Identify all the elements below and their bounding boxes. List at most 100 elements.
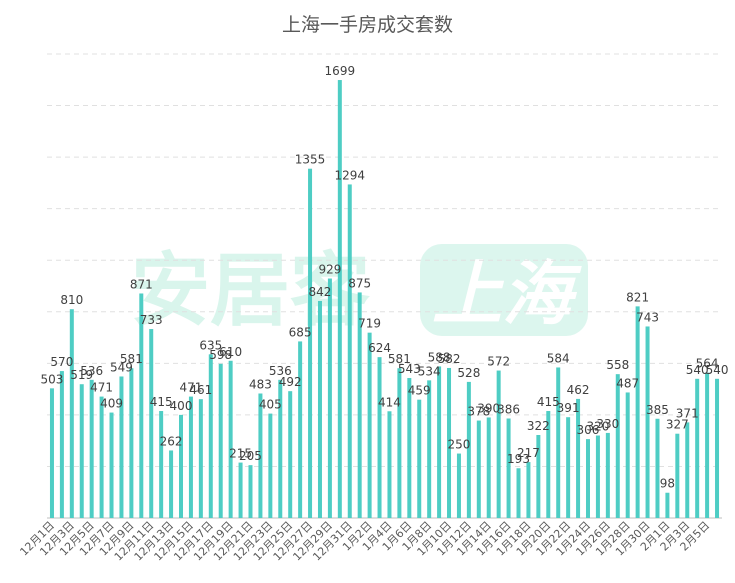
bar-12月4日 <box>79 384 84 518</box>
data-label-1月13日: 378 <box>467 405 490 419</box>
data-label-12月18日: 598 <box>209 348 232 362</box>
bar-12月20日 <box>238 462 243 518</box>
bar-1月12日 <box>466 381 471 518</box>
data-label-1月18日: 217 <box>517 446 540 460</box>
bar-1月19日 <box>536 434 541 518</box>
bar-12月21日 <box>248 465 253 518</box>
data-label-1月20日: 415 <box>537 395 560 409</box>
data-label-1月8日: 534 <box>418 364 441 378</box>
data-label-1月9日: 588 <box>428 350 451 364</box>
data-label-1月17日: 193 <box>507 452 530 466</box>
bar-12月12日 <box>159 411 164 518</box>
data-label-1月16日: 386 <box>497 402 520 416</box>
bar-1月1日 <box>357 292 362 518</box>
bar-12月14日 <box>179 414 184 518</box>
bar-2月2日 <box>675 433 680 518</box>
data-label-1月11日: 250 <box>447 438 470 452</box>
bar-1月13日 <box>476 420 481 518</box>
data-label-12月14日: 400 <box>170 399 193 413</box>
bar-2月5日 <box>705 372 710 518</box>
bar-12月5日 <box>89 379 94 518</box>
bar-1月16日 <box>506 418 511 518</box>
data-label-1月30日: 743 <box>636 310 659 324</box>
bar-12月15日 <box>188 396 193 518</box>
bar-12月9日 <box>129 368 134 518</box>
data-label-12月19日: 610 <box>219 345 242 359</box>
bar-1月28日 <box>625 392 630 518</box>
data-label-12月17日: 635 <box>199 338 222 352</box>
data-label-12月9日: 581 <box>120 352 143 366</box>
bar-1月24日 <box>585 439 590 518</box>
data-label-2月5日: 564 <box>696 357 719 371</box>
bar-12月8日 <box>119 376 124 518</box>
bar-1月15日 <box>496 370 501 518</box>
bar-12月30日 <box>337 80 342 518</box>
bar-1月18日 <box>526 462 531 518</box>
bar-12月18日 <box>218 363 223 518</box>
data-label-1月6日: 543 <box>398 362 421 376</box>
bar-12月6日 <box>99 396 104 518</box>
bar-12月27日 <box>308 168 313 518</box>
bar-12月3日 <box>69 309 74 518</box>
data-label-1月10日: 582 <box>438 352 461 366</box>
bar-12月13日 <box>169 450 174 518</box>
bar-1月8日 <box>427 380 432 518</box>
data-label-1月15日: 572 <box>487 355 510 369</box>
bar-1月10日 <box>447 367 452 518</box>
bar-12月22日 <box>258 393 263 518</box>
bar-12月17日 <box>208 354 213 518</box>
data-label-1月29日: 821 <box>626 290 649 304</box>
data-label-12月27日: 1355 <box>295 153 326 167</box>
data-label-12月4日: 519 <box>70 368 93 382</box>
bar-1月31日 <box>655 418 660 518</box>
x-axis: 12月1日12月3日12月5日12月7日12月9日12月11日12月13日12月… <box>17 519 712 564</box>
bar-2月6日 <box>715 378 720 518</box>
data-label-12月25日: 492 <box>279 375 302 389</box>
data-label-1月28日: 487 <box>616 376 639 390</box>
bar-12月26日 <box>298 341 303 518</box>
data-label-12月16日: 461 <box>189 383 212 397</box>
data-label-12月21日: 205 <box>239 449 262 463</box>
data-label-1月12日: 528 <box>457 366 480 380</box>
bar-1月11日 <box>456 453 461 518</box>
data-label-12月30日: 1699 <box>325 64 356 78</box>
bar-1月30日 <box>645 326 650 518</box>
bar-1月17日 <box>516 468 521 518</box>
data-label-12月29日: 929 <box>318 263 341 277</box>
data-label-12月8日: 549 <box>110 360 133 374</box>
watermark-badge-text: 上海 <box>432 253 582 335</box>
watermark-logo-text: 安居客 <box>130 244 370 337</box>
bar-12月28日 <box>317 300 322 518</box>
data-label-12月31日: 1294 <box>334 168 365 182</box>
bar-12月29日 <box>327 278 332 518</box>
bar-1月22日 <box>566 417 571 518</box>
data-label-1月7日: 459 <box>408 384 431 398</box>
data-label-1月2日: 719 <box>358 317 381 331</box>
data-label-12月23日: 405 <box>259 398 282 412</box>
bar-1月29日 <box>635 306 640 518</box>
data-label-12月7日: 409 <box>100 397 123 411</box>
bar-12月19日 <box>228 360 233 518</box>
data-label-12月13日: 262 <box>160 434 183 448</box>
bar-1月27日 <box>615 374 620 518</box>
bar-12月7日 <box>109 412 114 518</box>
bar-1月3日 <box>377 357 382 518</box>
data-label-1月1日: 875 <box>348 276 371 290</box>
watermark-badge <box>420 244 588 336</box>
data-label-12月28日: 842 <box>309 285 332 299</box>
bar-1月25日 <box>595 435 600 518</box>
bar-12月10日 <box>139 293 144 518</box>
data-label-12月5日: 536 <box>80 364 103 378</box>
data-label-12月20日: 215 <box>229 447 252 461</box>
bar-12月1日 <box>49 388 54 518</box>
data-label-1月27日: 558 <box>606 358 629 372</box>
bar-1月9日 <box>437 366 442 518</box>
data-label-2月4日: 540 <box>686 363 709 377</box>
bar-12月24日 <box>278 379 283 518</box>
bar-1月2日 <box>367 332 372 518</box>
bar-12月11日 <box>149 329 154 518</box>
bar-1月21日 <box>556 367 561 518</box>
bar-2月3日 <box>685 422 690 518</box>
